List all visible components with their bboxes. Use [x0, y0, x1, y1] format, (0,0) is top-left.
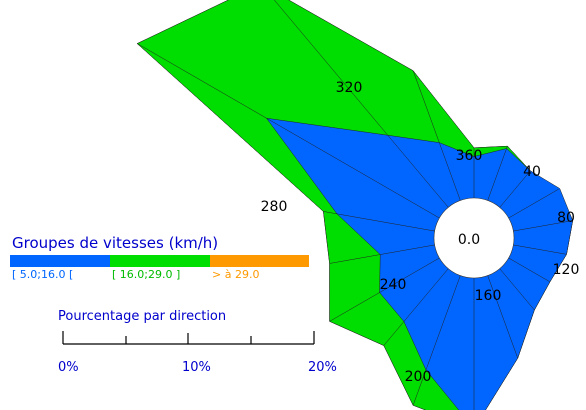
- direction-label-160: 160: [475, 288, 502, 304]
- scale-title: Pourcentage par direction: [58, 309, 226, 324]
- legend-title: Groupes de vitesses (km/h): [12, 234, 218, 252]
- spoke-280: [323, 211, 435, 232]
- spoke-220: [383, 268, 449, 346]
- spoke-300: [137, 43, 440, 219]
- spoke-60: [508, 188, 559, 219]
- spoke-240: [329, 257, 440, 322]
- wind-rose-spokes: [137, 0, 573, 410]
- legend-swatch-class-3: [210, 255, 309, 267]
- scale-tick-20: 20%: [308, 360, 337, 375]
- direction-label-320: 320: [336, 80, 363, 96]
- spoke-80: [513, 220, 573, 232]
- direction-label-120: 120: [553, 262, 580, 278]
- direction-label-240: 240: [380, 277, 407, 293]
- legend-label-class-3: > à 29.0: [212, 268, 259, 281]
- spoke-340: [412, 70, 461, 201]
- spoke-320: [273, 0, 449, 208]
- wind-rose-petals: [136, 0, 573, 410]
- spoke-200: [412, 275, 461, 406]
- scale-bar: [62, 331, 315, 345]
- direction-labels: 360 40 80 120 160 200 240 280 320: [261, 80, 580, 385]
- spoke-260: [329, 244, 435, 264]
- spoke-160: [487, 275, 518, 359]
- direction-label-200: 200: [405, 369, 432, 385]
- legend-swatch-class-2: [110, 255, 210, 267]
- legend-label-class-1: [ 5.0;16.0 [: [12, 268, 73, 281]
- direction-label-280: 280: [261, 199, 288, 215]
- spoke-20: [487, 146, 508, 201]
- calm-label: 0.0: [458, 232, 480, 248]
- direction-label-360: 360: [456, 148, 483, 164]
- legend-swatch-class-1: [10, 255, 110, 267]
- legend-label-class-2: [ 16.0;29.0 ]: [112, 268, 180, 281]
- calm-circle: [433, 197, 515, 279]
- spoke-40: [499, 170, 531, 208]
- scale-tick-0: 0%: [58, 360, 79, 375]
- direction-label-40: 40: [523, 164, 541, 180]
- direction-label-80: 80: [557, 210, 575, 226]
- spoke-140: [499, 268, 535, 311]
- spoke-120: [508, 257, 551, 283]
- scale-tick-10: 10%: [182, 360, 211, 375]
- spoke-100: [513, 244, 567, 255]
